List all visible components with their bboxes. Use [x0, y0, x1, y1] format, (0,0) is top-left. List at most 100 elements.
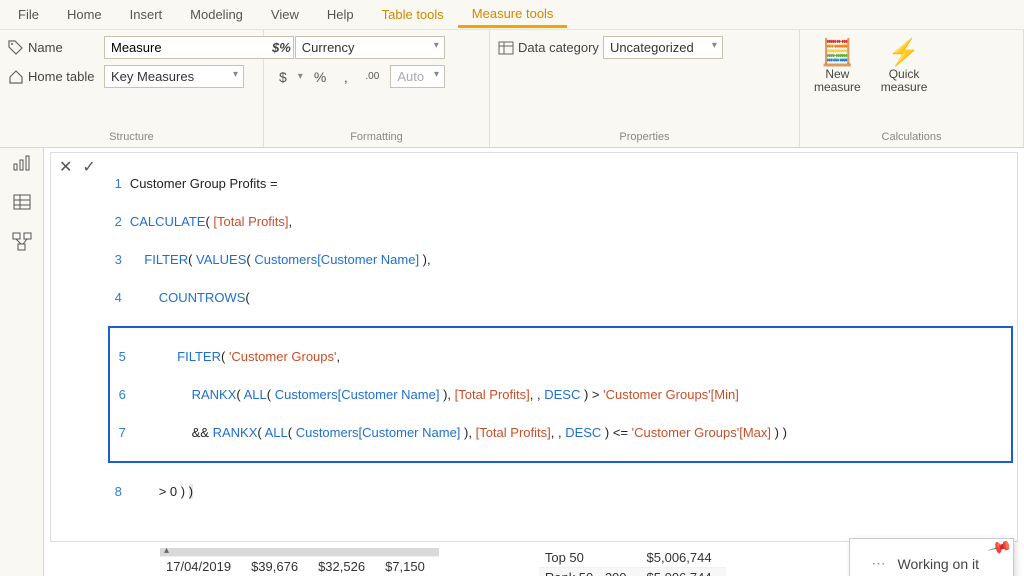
home-icon	[8, 69, 24, 85]
menu-insert[interactable]: Insert	[116, 3, 177, 26]
format-select[interactable]: Currency	[295, 36, 445, 59]
table-row[interactable]: Top 50$5,006,744	[539, 548, 726, 568]
quick-measure-button[interactable]: ⚡ Quick measure	[875, 36, 934, 96]
currency-button[interactable]: $	[272, 66, 294, 88]
percent-button[interactable]: %	[307, 66, 333, 88]
table-cell: Rank 50 - 200	[539, 568, 641, 576]
comma-button[interactable]: ‚	[337, 66, 354, 88]
workspace: ✕ ✓ 1Customer Group Profits = 2CALCULATE…	[0, 148, 1024, 576]
calculations-group-label: Calculations	[808, 129, 1015, 145]
data-category-select[interactable]: Uncategorized	[603, 36, 723, 59]
t: Customers[Customer Name]	[296, 425, 461, 440]
model-view-icon[interactable]	[12, 232, 32, 257]
t: FILTER	[177, 349, 221, 364]
name-label: Name	[8, 40, 100, 56]
t: ),	[439, 387, 454, 402]
ribbon-group-calculations: 🧮 New measure ⚡ Quick measure Calculatio…	[800, 30, 1024, 147]
t: 'Customer Groups'[Max]	[632, 425, 771, 440]
calculator-icon: 🧮	[821, 38, 853, 66]
menu-file[interactable]: File	[4, 3, 53, 26]
menu-bar: File Home Insert Modeling View Help Tabl…	[0, 0, 1024, 30]
table-cell: 17/04/2019	[160, 557, 245, 576]
t: (	[188, 252, 196, 267]
t: 'Customer Groups'[Min]	[603, 387, 739, 402]
menu-view[interactable]: View	[257, 3, 313, 26]
menu-modeling[interactable]: Modeling	[176, 3, 257, 26]
code-line-1: Customer Group Profits =	[130, 176, 278, 191]
loading-popup: ⋯ Working on it	[849, 538, 1014, 576]
decimal-button[interactable]: .00	[358, 68, 386, 85]
home-table-select[interactable]: Key Measures	[104, 65, 244, 88]
ribbon-group-formatting: $% Currency $▾ % ‚ .00 Auto Formatting	[264, 30, 490, 147]
table-cell: $7,150	[379, 557, 439, 576]
t: RANKX	[192, 387, 237, 402]
t: Customers[Customer Name]	[254, 252, 419, 267]
table-row[interactable]: 17/04/2019$39,676$32,526$7,150	[160, 557, 439, 576]
t: ALL	[265, 425, 288, 440]
t	[130, 252, 144, 267]
table-cell: $32,526	[312, 557, 379, 576]
t: ALL	[244, 387, 267, 402]
category-icon	[498, 40, 514, 56]
formula-actions: ✕ ✓	[55, 155, 100, 179]
new-measure-button[interactable]: 🧮 New measure	[808, 36, 867, 96]
highlighted-code-block: 5 FILTER( 'Customer Groups', 6 RANKX( AL…	[108, 326, 1013, 463]
loading-text: Working on it	[898, 556, 979, 572]
data-view-icon[interactable]	[12, 193, 32, 216]
view-rail	[0, 148, 44, 576]
data-category-label: Data category	[518, 40, 599, 55]
t: [Total Profits]	[210, 214, 289, 229]
t: ),	[419, 252, 431, 267]
ribbon-group-structure: Name Home table Key Measures Structure	[0, 30, 264, 147]
t: ) >	[580, 387, 603, 402]
menu-home[interactable]: Home	[53, 3, 116, 26]
home-table-label: Home table	[8, 69, 100, 85]
t: (	[236, 387, 243, 402]
table-cell: Top 50	[539, 548, 641, 568]
ribbon: Name Home table Key Measures Structure $…	[0, 30, 1024, 148]
t: ) )	[771, 425, 787, 440]
t: VALUES	[196, 252, 246, 267]
name-label-text: Name	[28, 40, 63, 55]
t: ,	[337, 349, 341, 364]
dax-editor[interactable]: 1Customer Group Profits = 2CALCULATE( [T…	[108, 155, 1013, 539]
t: COUNTROWS	[159, 290, 246, 305]
table-cell: $5,006,744	[641, 548, 726, 568]
formatting-group-label: Formatting	[272, 129, 481, 145]
t: [Total Profits]	[476, 425, 551, 440]
menu-help[interactable]: Help	[313, 3, 368, 26]
report-view-icon[interactable]	[12, 154, 32, 177]
t: ) <=	[601, 425, 631, 440]
date-profit-table[interactable]: ▴ 17/04/2019$39,676$32,526$7,15018/04/20…	[160, 548, 439, 576]
structure-group-label: Structure	[8, 129, 255, 145]
commit-formula-button[interactable]: ✓	[82, 157, 95, 177]
formula-bar: ✕ ✓ 1Customer Group Profits = 2CALCULATE…	[50, 152, 1018, 542]
t: (	[267, 387, 275, 402]
t: , ,	[530, 387, 544, 402]
properties-group-label: Properties	[498, 129, 791, 145]
t	[134, 349, 177, 364]
home-table-label-text: Home table	[28, 69, 94, 84]
t: DESC	[565, 425, 601, 440]
table-cell: $5,006,744	[641, 568, 726, 576]
t: 'Customer Groups'	[229, 349, 337, 364]
t: (	[221, 349, 229, 364]
menu-table-tools[interactable]: Table tools	[368, 3, 458, 26]
t: FILTER	[144, 252, 188, 267]
t: > 0 )	[159, 484, 189, 499]
t: , ,	[551, 425, 565, 440]
new-measure-label: New measure	[814, 68, 861, 94]
quick-measure-label: Quick measure	[881, 68, 928, 94]
loading-dots-icon: ⋯	[872, 555, 888, 572]
cancel-formula-button[interactable]: ✕	[59, 157, 72, 177]
format-prefix-label: $%	[272, 40, 291, 55]
customer-group-table[interactable]: Top 50$5,006,744Rank 50 - 200$5,006,744T…	[539, 548, 726, 576]
t: ),	[460, 425, 475, 440]
t: [Total Profits]	[455, 387, 530, 402]
t	[130, 484, 159, 499]
table-row[interactable]: Rank 50 - 200$5,006,744	[539, 568, 726, 576]
decimal-places-input[interactable]: Auto	[390, 65, 445, 88]
menu-measure-tools[interactable]: Measure tools	[458, 2, 568, 28]
t: (	[288, 425, 296, 440]
t	[134, 387, 192, 402]
